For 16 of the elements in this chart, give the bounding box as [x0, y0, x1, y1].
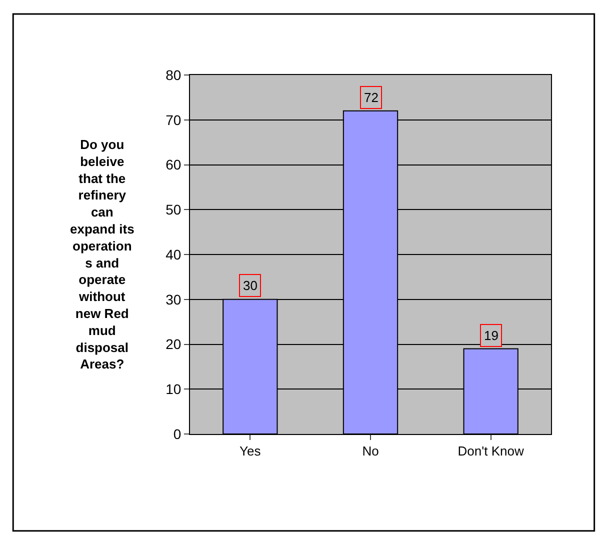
data-label: 72	[364, 90, 378, 105]
y-tick-label: 60	[166, 156, 182, 173]
y-tick-label: 10	[166, 381, 182, 398]
data-label: 30	[243, 278, 258, 293]
y-tick-label: 0	[173, 426, 182, 442]
y-tick-label: 40	[166, 246, 182, 262]
y-tick-label: 80	[166, 66, 182, 83]
x-tick-label: Don't Know	[458, 444, 524, 459]
x-tick-label: Yes	[240, 444, 262, 459]
text: Do you beleive that the refinery can expand its operation s and operate without new Red mud disposal Areas?	[70, 137, 134, 372]
y-tick-label: 50	[166, 202, 182, 218]
data-label: 19	[484, 328, 498, 343]
y-tick-label: 30	[166, 291, 182, 308]
x-tick-label: No	[362, 444, 379, 459]
y-tick-label: 70	[166, 112, 182, 128]
y-tick-label: 20	[166, 336, 182, 352]
